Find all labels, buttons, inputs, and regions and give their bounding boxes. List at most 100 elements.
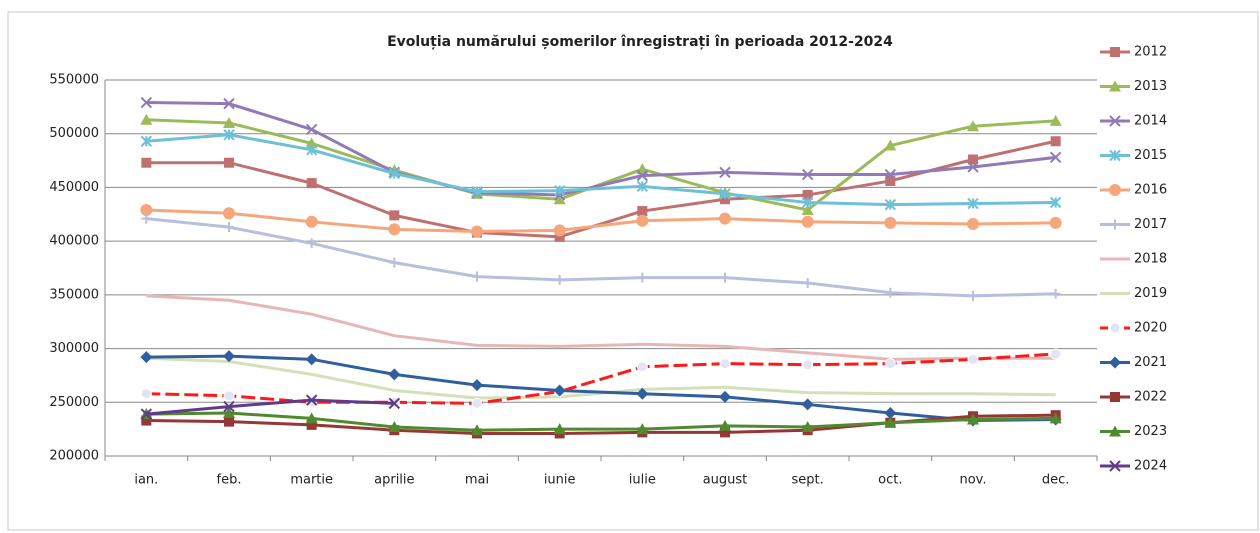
legend-label: 2021 [1134, 355, 1167, 370]
x-tick-label: sept. [792, 473, 824, 488]
legend-marker [1109, 322, 1121, 334]
data-point [720, 194, 730, 205]
series-line [146, 139, 1056, 239]
x-tick-label: feb. [217, 473, 242, 488]
x-tick-label: nov. [959, 473, 986, 488]
data-point [802, 189, 813, 200]
x-tick-label: ian. [134, 473, 158, 488]
x-tick-label: oct. [878, 473, 902, 488]
y-tick-label: 250000 [49, 395, 99, 410]
data-point [305, 144, 318, 156]
data-point [636, 387, 649, 400]
series-line [146, 411, 1056, 432]
data-point [224, 416, 234, 427]
data-point [884, 168, 897, 181]
data-point [967, 353, 979, 365]
data-point [471, 379, 483, 392]
data-point [553, 384, 566, 397]
legend-label: 2019 [1134, 286, 1167, 301]
data-point [719, 358, 731, 370]
data-point [884, 139, 897, 151]
y-tick-label: 550000 [49, 73, 99, 88]
x-tick-label: iulie [629, 473, 656, 488]
legend-label: 2018 [1134, 252, 1167, 267]
legend-label: 2022 [1134, 390, 1167, 405]
x-tick-label: aprilie [374, 473, 414, 488]
data-point [140, 96, 153, 109]
data-point [223, 207, 235, 220]
data-point [801, 215, 814, 228]
y-tick-label: 300000 [49, 341, 99, 356]
data-point [967, 217, 979, 230]
data-point [305, 215, 318, 228]
data-point [636, 423, 649, 435]
legend-marker [1109, 184, 1121, 196]
data-point [140, 408, 153, 420]
x-tick-label: martie [290, 473, 333, 488]
legend-label: 2020 [1134, 321, 1167, 336]
data-point [388, 368, 401, 381]
data-point [719, 212, 731, 225]
data-point [140, 203, 153, 216]
data-point [305, 394, 318, 406]
series-line [146, 133, 1056, 207]
data-point [801, 196, 814, 209]
data-point [389, 210, 400, 221]
legend-label: 2015 [1134, 148, 1167, 163]
data-point [471, 186, 483, 198]
data-point [719, 419, 731, 431]
data-point [223, 97, 235, 110]
data-point [140, 351, 153, 364]
data-point [472, 271, 482, 282]
data-point [801, 203, 814, 215]
legend-marker [1110, 47, 1120, 57]
data-point [884, 198, 897, 211]
data-point [224, 157, 234, 168]
data-point [1050, 136, 1061, 147]
data-point [1049, 216, 1062, 229]
chart-title: Evoluția numărului șomerilor înregistraț… [387, 34, 893, 50]
legend-marker [1109, 149, 1121, 162]
legend-marker [1110, 392, 1120, 402]
legend-label: 2012 [1134, 45, 1167, 60]
data-point [305, 353, 318, 366]
legend-label: 2014 [1134, 114, 1167, 129]
data-point [388, 167, 401, 180]
legend-marker [1109, 425, 1121, 437]
legend-marker [1109, 80, 1121, 92]
data-point [636, 214, 649, 227]
data-point [637, 272, 648, 283]
data-point [305, 123, 318, 136]
data-point [140, 135, 153, 147]
y-tick-label: 400000 [49, 234, 99, 249]
data-point [967, 161, 979, 173]
data-point [389, 257, 400, 268]
data-point [802, 278, 813, 289]
y-tick-label: 500000 [49, 126, 99, 141]
legend-label: 2017 [1134, 217, 1167, 232]
series-line [146, 398, 395, 416]
data-point [1049, 151, 1062, 164]
data-point [719, 390, 731, 403]
data-point [553, 193, 566, 205]
data-point [554, 231, 565, 242]
data-point [471, 397, 483, 409]
series-line [146, 294, 1056, 361]
y-tick-label: 200000 [49, 449, 99, 464]
legend-label: 2013 [1134, 79, 1167, 94]
data-point [306, 178, 317, 189]
data-point [554, 274, 565, 285]
data-point [801, 168, 814, 181]
y-tick-label: 350000 [49, 287, 99, 302]
data-point [140, 113, 153, 125]
data-point [967, 197, 979, 210]
data-point [141, 157, 152, 168]
data-point [720, 427, 730, 438]
data-point [388, 223, 401, 236]
data-point [884, 358, 896, 370]
data-point [553, 224, 566, 237]
data-point [884, 407, 897, 420]
data-point [720, 272, 730, 283]
